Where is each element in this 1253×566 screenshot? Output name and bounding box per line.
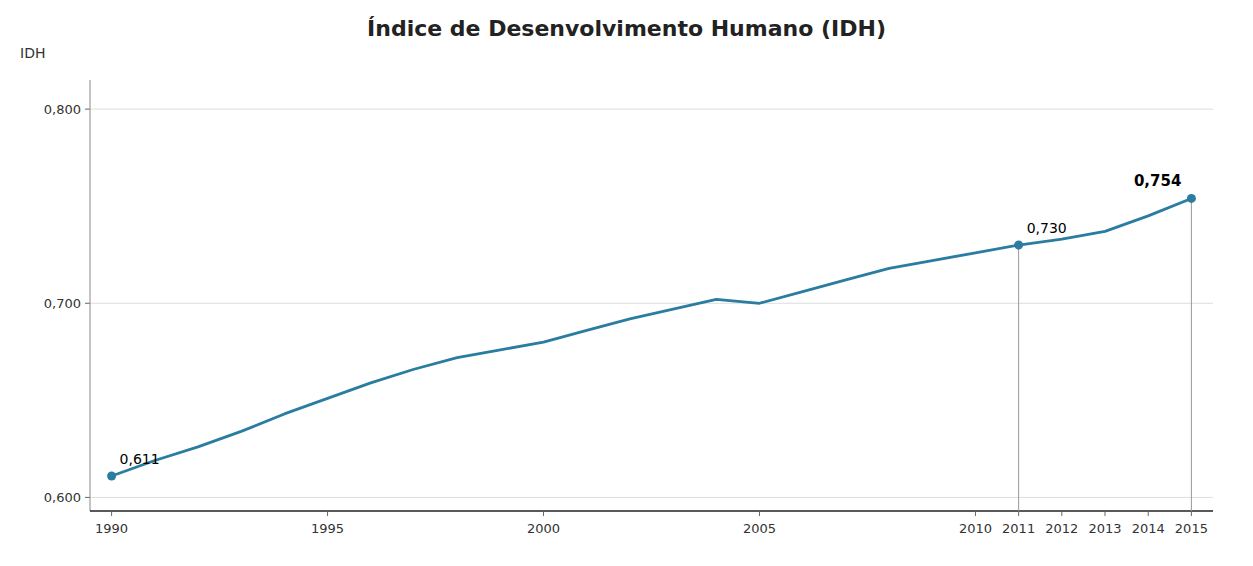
x-tick-label: 2012	[1045, 521, 1078, 536]
x-tick	[1061, 511, 1062, 516]
data-point	[107, 472, 116, 481]
x-tick-label: 2015	[1175, 521, 1208, 536]
x-tick	[975, 511, 976, 516]
data-label: 0,754	[1134, 172, 1181, 190]
x-tick-label: 2013	[1088, 521, 1121, 536]
data-point	[1187, 194, 1196, 203]
x-tick	[1105, 511, 1106, 516]
data-point	[1014, 241, 1023, 250]
x-tick	[1148, 511, 1149, 516]
y-tick-label: 0,700	[44, 296, 81, 311]
x-tick	[1018, 511, 1019, 516]
labels: 0,611 0,730 0,754	[120, 172, 1182, 467]
reference-line	[1191, 198, 1192, 511]
x-tick-label: 1990	[95, 521, 128, 536]
y-tick-label: 0,800	[44, 102, 81, 117]
x-tick-label: 2014	[1132, 521, 1165, 536]
x-tick-label: 2000	[527, 521, 560, 536]
grid-line	[90, 109, 1213, 110]
y-tick	[85, 303, 90, 304]
grid-line	[90, 497, 1213, 498]
reference-line	[1018, 245, 1019, 511]
x-tick-label: 2010	[959, 521, 992, 536]
x-tick	[759, 511, 760, 516]
x-tick-label: 1995	[311, 521, 344, 536]
x-tick	[327, 511, 328, 516]
y-tick	[85, 497, 90, 498]
chart: Índice de Desenvolvimento Humano (IDH) ID…	[0, 0, 1253, 566]
grid-line	[90, 303, 1213, 304]
data-label: 0,730	[1027, 220, 1067, 236]
data-line	[112, 198, 1192, 476]
y-axis-line	[90, 80, 91, 511]
x-axis-line	[90, 510, 1213, 512]
title: Índice de Desenvolvimento Humano (IDH)	[367, 16, 886, 41]
data-label: 0,611	[120, 451, 160, 467]
x-tick	[543, 511, 544, 516]
plot-area	[107, 194, 1196, 511]
y-axis-label: IDH	[20, 45, 45, 61]
y-tick-label: 0,600	[44, 490, 81, 505]
x-tick	[111, 511, 112, 516]
y-tick	[85, 109, 90, 110]
x-tick-label: 2011	[1002, 521, 1035, 536]
x-tick	[1191, 511, 1192, 516]
x-tick-label: 2005	[743, 521, 776, 536]
